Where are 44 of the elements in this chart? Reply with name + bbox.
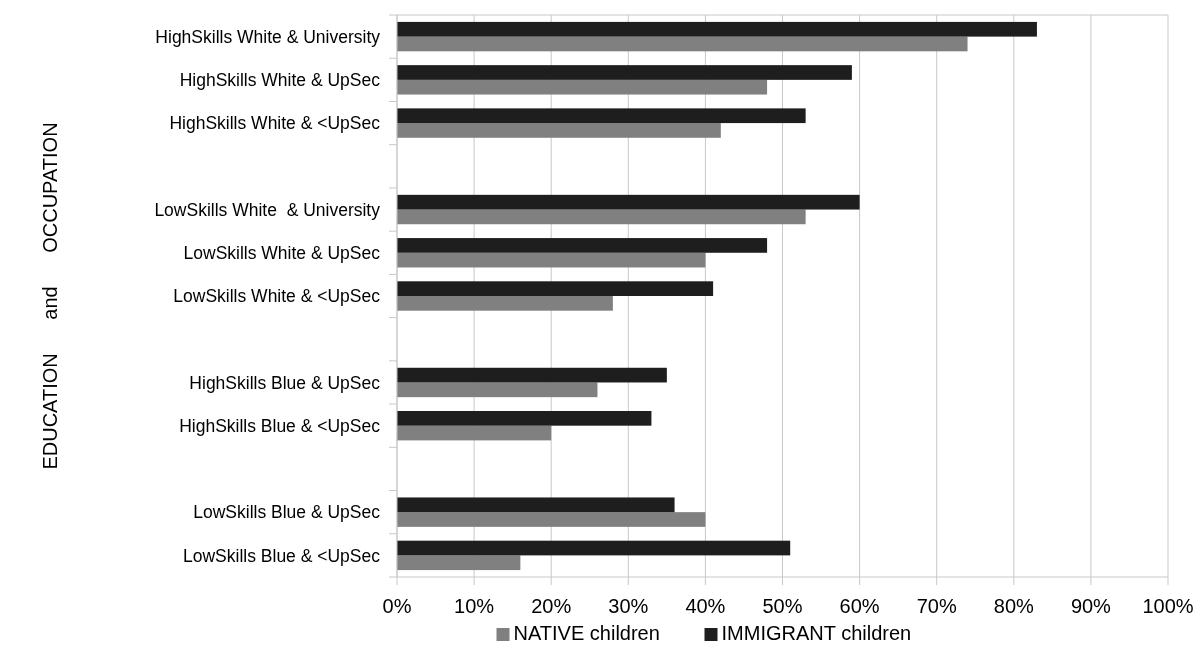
bar — [397, 36, 968, 52]
bar — [397, 209, 806, 225]
bar — [397, 512, 706, 527]
bar — [397, 540, 791, 556]
x-tick-label: 90% — [1070, 595, 1112, 617]
bar — [397, 555, 521, 571]
y-axis-title: EDUCATION and OCCUPATION — [39, 122, 61, 470]
y-tick-label: LowSkills White & UpSec — [183, 242, 381, 263]
bar — [397, 21, 1037, 37]
legend-label: IMMIGRANT children — [721, 622, 912, 644]
bar — [397, 425, 552, 441]
y-tick-label: HighSkills White & University — [155, 26, 381, 47]
bar — [397, 238, 768, 253]
x-tick-label: 60% — [839, 595, 880, 617]
bar — [397, 252, 706, 268]
bar — [397, 367, 667, 383]
x-tick-label: 10% — [454, 595, 495, 617]
bar — [397, 194, 860, 210]
bar — [397, 296, 613, 311]
x-tick-label: 0% — [382, 595, 412, 617]
y-tick-label: HighSkills White & UpSec — [179, 69, 381, 90]
bar — [397, 410, 652, 426]
x-tick-label: 80% — [993, 595, 1035, 617]
x-tick-label: 70% — [916, 595, 957, 617]
x-tick-label: 40% — [685, 595, 726, 617]
bar — [397, 281, 714, 296]
y-tick-label: LowSkills Blue & UpSec — [193, 502, 381, 523]
bar — [397, 123, 721, 138]
legend-label: NATIVE children — [513, 622, 660, 644]
x-tick-label: 100% — [1142, 595, 1194, 617]
bar — [397, 108, 806, 124]
y-tick-label: LowSkills White & <UpSec — [173, 286, 381, 307]
y-tick-label: HighSkills Blue & UpSec — [189, 372, 381, 393]
bar — [397, 79, 768, 95]
bar — [397, 65, 852, 80]
bar — [397, 382, 598, 398]
y-tick-label: HighSkills Blue & <UpSec — [179, 415, 381, 436]
y-tick-label: HighSkills White & <UpSec — [169, 113, 381, 134]
x-tick-label: 20% — [531, 595, 572, 617]
x-tick-label: 30% — [608, 595, 649, 617]
y-tick-label: LowSkills Blue & <UpSec — [183, 545, 381, 566]
bar — [397, 497, 675, 513]
y-tick-label: LowSkills White & University — [154, 199, 381, 220]
x-tick-label: 50% — [762, 595, 803, 617]
